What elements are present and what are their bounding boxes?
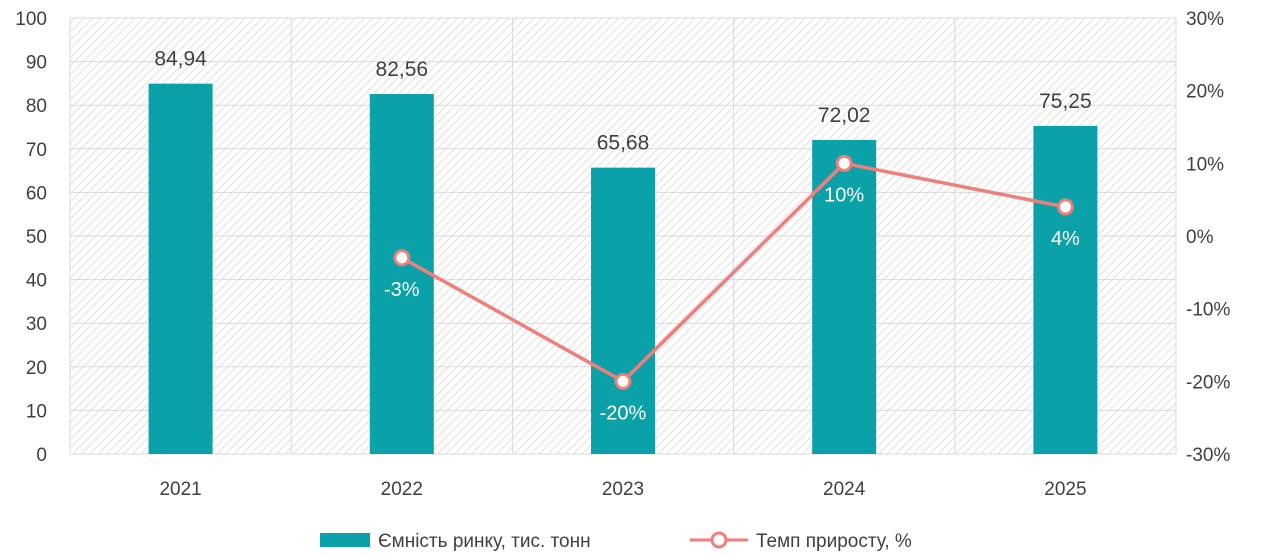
right-tick-label: 20% — [1186, 82, 1224, 103]
left-tick-label: 40 — [26, 271, 47, 292]
right-tick-label: 30% — [1186, 9, 1224, 30]
right-axis: -30% -20% -10% 0% 10% 20% 30% — [1186, 9, 1230, 466]
left-tick-label: 100 — [15, 9, 47, 30]
x-tick-label: 2022 — [381, 479, 423, 500]
right-tick-label: -10% — [1186, 300, 1230, 321]
bar-value-label: 84,94 — [154, 48, 207, 71]
left-tick-label: 10 — [26, 401, 47, 422]
bar-value-label: 65,68 — [597, 132, 650, 155]
x-tick-label: 2023 — [602, 479, 644, 500]
left-tick-label: 0 — [36, 445, 47, 466]
bar — [812, 139, 877, 454]
bar — [369, 94, 434, 455]
line-path — [400, 161, 1066, 384]
line-point — [1056, 198, 1074, 216]
bar-value-label: 75,25 — [1039, 90, 1092, 113]
bar-value-label: 72,02 — [818, 104, 871, 127]
x-tick-label: 2025 — [1044, 479, 1086, 500]
line-point-label: -3% — [384, 279, 420, 301]
x-axis: 2021 2022 2023 2024 2025 — [159, 479, 1086, 500]
bar — [591, 167, 655, 454]
left-axis: 0 10 20 30 40 50 60 70 80 90 100 — [15, 9, 47, 466]
left-tick-label: 90 — [26, 53, 47, 74]
line-point — [393, 249, 411, 267]
x-tick-label: 2024 — [823, 479, 866, 500]
right-tick-label: -30% — [1186, 445, 1230, 466]
left-tick-label: 20 — [26, 358, 47, 379]
left-tick-label: 80 — [26, 96, 47, 117]
line-point-label: 4% — [1051, 228, 1080, 250]
right-tick-label: -20% — [1186, 372, 1230, 393]
left-tick-label: 50 — [26, 227, 47, 248]
left-tick-label: 70 — [26, 140, 47, 161]
bar — [1033, 125, 1098, 454]
legend: Ємність ринку, тис. тонн Темп приросту, … — [320, 531, 912, 552]
bar — [148, 83, 213, 455]
left-tick-label: 30 — [26, 314, 47, 335]
left-tick-label: 60 — [26, 183, 47, 204]
line-series: -3% -20% 10% 4% — [384, 154, 1080, 424]
legend-line-label: Темп приросту, % — [756, 531, 912, 552]
bar-series — [148, 83, 1098, 455]
right-tick-label: 0% — [1186, 227, 1214, 248]
line-point-label: 10% — [824, 184, 864, 206]
line-point-label: -20% — [600, 402, 647, 424]
line-point — [614, 372, 632, 390]
bar-value-label: 82,56 — [376, 58, 429, 81]
right-tick-label: 10% — [1186, 154, 1224, 175]
x-tick-label: 2021 — [159, 479, 201, 500]
legend-bar-label: Ємність ринку, тис. тонн — [378, 531, 591, 552]
legend-bar-swatch — [320, 533, 370, 547]
bar-data-labels: 84,94 82,56 65,68 72,02 75,25 — [154, 48, 1091, 155]
line-point — [835, 154, 853, 172]
legend-line-marker — [710, 531, 728, 549]
